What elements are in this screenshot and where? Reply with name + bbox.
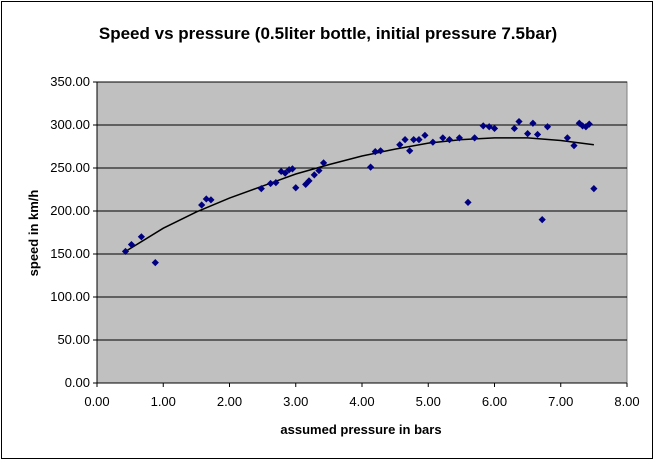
y-tick-label: 200.00 <box>50 203 90 218</box>
data-point <box>137 233 145 241</box>
x-tick-label: 7.00 <box>548 394 573 409</box>
x-tick-label: 8.00 <box>614 394 639 409</box>
x-tick-label: 0.00 <box>84 394 109 409</box>
data-point <box>319 159 328 167</box>
data-point <box>471 134 479 142</box>
x-tick-label: 2.00 <box>217 394 242 409</box>
axis-ticks: 0.00 50.00 100.00 150.00 200.00 250.00 300.00 3… <box>50 74 639 409</box>
data-point <box>376 147 385 155</box>
y-tick-label: 50.00 <box>57 332 90 347</box>
data-point <box>266 179 275 188</box>
data-point <box>121 247 130 256</box>
data-point <box>529 119 537 127</box>
y-tick-label: 0.00 <box>65 375 90 390</box>
data-point <box>202 195 210 203</box>
data-point <box>533 130 542 139</box>
y-tick-label: 150.00 <box>50 246 90 261</box>
data-point <box>401 136 409 144</box>
data-point <box>421 131 429 139</box>
data-point <box>490 124 499 133</box>
data-point <box>406 147 414 155</box>
data-point <box>570 142 578 150</box>
data-point <box>464 198 472 206</box>
x-axis-label: assumed pressure in bars <box>280 422 441 437</box>
data-point <box>367 163 375 171</box>
trend-line <box>125 137 594 253</box>
data-point <box>315 166 323 175</box>
data-point <box>415 136 423 144</box>
data-point <box>207 196 215 204</box>
y-tick-label: 250.00 <box>50 160 90 175</box>
data-point <box>277 167 285 176</box>
data-point <box>429 138 437 146</box>
x-tick-label: 6.00 <box>482 394 507 409</box>
data-point <box>288 165 297 173</box>
data-point <box>510 124 518 133</box>
x-tick-label: 3.00 <box>283 394 308 409</box>
y-tick-label: 100.00 <box>50 289 90 304</box>
data-point <box>371 148 379 156</box>
data-point <box>524 130 532 138</box>
data-point <box>272 179 280 187</box>
data-point <box>281 169 289 177</box>
data-point <box>455 134 463 142</box>
data-point <box>198 201 206 209</box>
data-point <box>579 122 587 130</box>
gridlines <box>97 81 627 341</box>
data-point <box>396 141 404 149</box>
data-point <box>590 185 598 193</box>
data-points <box>121 117 598 267</box>
x-tick-label: 1.00 <box>151 394 176 409</box>
data-point <box>479 122 487 130</box>
data-point <box>310 171 318 179</box>
data-point <box>445 136 454 144</box>
data-point <box>410 136 418 144</box>
y-tick-label: 350.00 <box>50 74 90 89</box>
data-point <box>439 134 447 142</box>
data-point <box>582 123 590 131</box>
data-point <box>257 185 265 193</box>
data-point <box>585 120 593 128</box>
data-point <box>515 117 523 126</box>
x-tick-label: 4.00 <box>349 394 374 409</box>
y-axis-label: speed in km/h <box>26 190 41 277</box>
data-point <box>563 134 571 142</box>
x-tick-label: 5.00 <box>416 394 441 409</box>
data-point <box>292 184 300 192</box>
data-point <box>538 216 546 224</box>
data-point <box>305 177 313 185</box>
data-point <box>575 119 583 127</box>
data-point <box>543 123 552 131</box>
data-point <box>151 259 159 267</box>
y-tick-label: 300.00 <box>50 117 90 132</box>
chart-title: Speed vs pressure (0.5liter bottle, init… <box>99 24 557 43</box>
